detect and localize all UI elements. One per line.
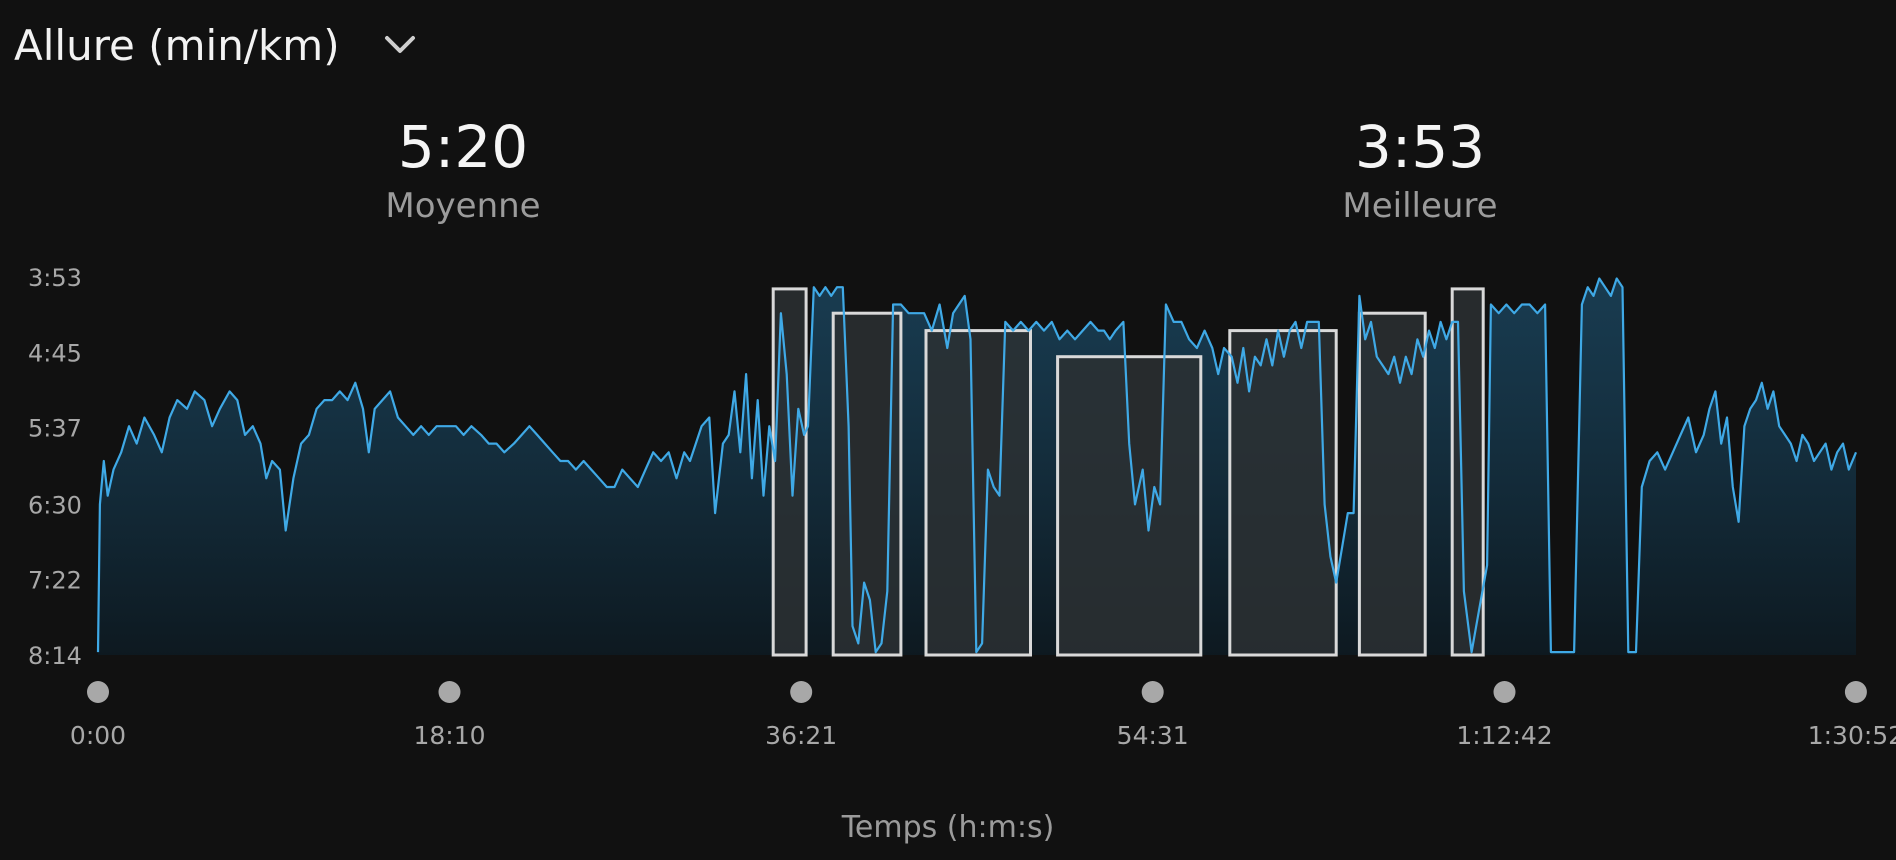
metric-title: Allure (min/km) (14, 20, 340, 70)
best-pace-stat: 3:53 Meilleure (1270, 112, 1570, 228)
y-tick-label: 7:22 (28, 567, 82, 595)
pace-line (96, 277, 1858, 654)
x-tick-label: 0:00 (70, 721, 126, 750)
x-axis-label: Temps (h:m:s) (841, 810, 1055, 845)
interval-bar-1 (771, 287, 808, 657)
y-tick-label: 6:30 (28, 491, 82, 519)
x-tick-dot (87, 681, 109, 703)
x-tick-label: 18:10 (413, 721, 485, 750)
interval-bar-6 (1357, 311, 1427, 657)
y-tick-label: 5:37 (28, 415, 82, 443)
x-tick-dot (1844, 681, 1867, 703)
pace-chart[interactable]: 3:53 4:45 5:37 6:30 7:22 8:14 0:00 18:10 36:21 54… (0, 250, 1896, 770)
average-pace-stat: 5:20 Moyenne (313, 112, 613, 228)
best-pace-label: Meilleure (1342, 186, 1498, 226)
interval-bar-2 (831, 311, 903, 657)
x-tick-label: 1:12:42 (1456, 721, 1552, 750)
y-tick-label: 8:14 (28, 642, 82, 670)
chevron-down-icon[interactable] (380, 25, 420, 65)
best-pace-value: 3:53 (1354, 113, 1486, 181)
average-pace-label: Moyenne (385, 186, 541, 226)
average-pace-value: 5:20 (397, 113, 529, 181)
x-tick-dot (1493, 681, 1516, 703)
interval-bar-4 (1056, 355, 1203, 657)
metric-selector[interactable]: Allure (min/km) (14, 14, 420, 76)
x-tick-label: 1:30:52 (1808, 721, 1896, 750)
x-tick-label: 36:21 (765, 721, 837, 750)
x-tick-dot (438, 681, 461, 703)
interval-bar-7 (1450, 287, 1485, 657)
interval-bar-3 (924, 329, 1032, 657)
y-tick-label: 4:45 (28, 339, 82, 367)
x-tick-label: 54:31 (1117, 721, 1189, 750)
x-tick-dot (790, 681, 813, 703)
x-tick-dot (1141, 681, 1164, 703)
y-tick-label: 3:53 (28, 264, 82, 292)
